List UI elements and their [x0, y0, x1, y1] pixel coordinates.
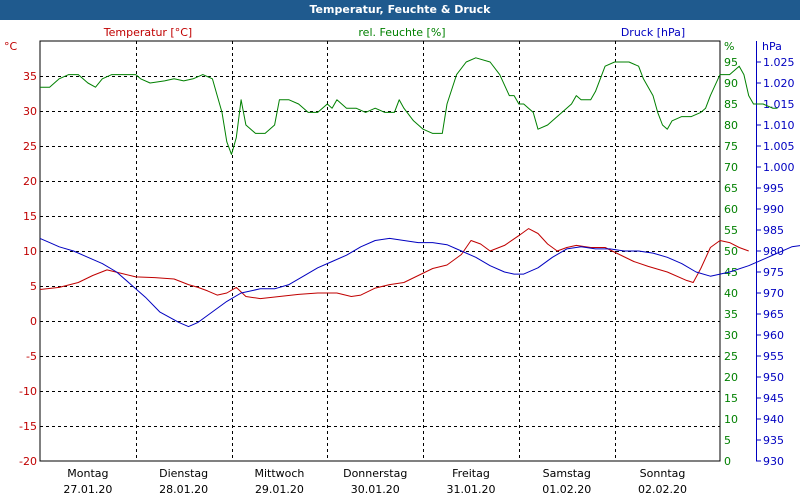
- middle-axis-tick: 80: [724, 119, 738, 132]
- x-day-label: Dienstag: [159, 467, 208, 480]
- left-axis-tick: 20: [23, 175, 37, 188]
- series-line-middle: [40, 57, 778, 155]
- middle-axis-tick: 20: [724, 371, 738, 384]
- x-day-label: Freitag: [452, 467, 490, 480]
- right-axis-tick: 970: [763, 287, 784, 300]
- chart-canvas: Temperatur [°C] rel. Feuchte [%] Druck […: [4, 26, 800, 496]
- middle-axis-tick: 15: [724, 392, 738, 405]
- right-axis-tick: 950: [763, 371, 784, 384]
- middle-axis-unit: %: [724, 40, 734, 53]
- x-day-label: Montag: [67, 467, 108, 480]
- middle-axis-tick: 90: [724, 77, 738, 90]
- series-line-left: [39, 228, 749, 300]
- right-axis-tick: 960: [763, 329, 784, 342]
- left-axis-tick: 25: [23, 140, 37, 153]
- right-axis-tick: 1.015: [763, 98, 795, 111]
- left-axis-tick: 30: [23, 105, 37, 118]
- right-axis-tick: 1.010: [763, 119, 795, 132]
- chart-title: Temperatur, Feuchte & Druck: [0, 0, 800, 20]
- middle-axis-tick: 70: [724, 161, 738, 174]
- x-date-label: 27.01.20: [63, 483, 112, 496]
- right-axis-tick: 930: [763, 455, 784, 468]
- right-axis-tick: 985: [763, 224, 784, 237]
- middle-axis-tick: 45: [724, 266, 738, 279]
- right-axis-tick: 945: [763, 392, 784, 405]
- right-axis-tick: 1.000: [763, 161, 795, 174]
- left-axis-tick: -20: [19, 455, 37, 468]
- x-date-label: 28.01.20: [159, 483, 208, 496]
- right-axis-tick: 980: [763, 245, 784, 258]
- middle-axis-tick: 65: [724, 182, 738, 195]
- left-axis-tick: -5: [26, 350, 37, 363]
- right-axis-tick: 965: [763, 308, 784, 321]
- middle-axis-tick: 25: [724, 350, 738, 363]
- x-date-label: 30.01.20: [351, 483, 400, 496]
- right-axis-tick: 935: [763, 434, 784, 447]
- right-axis-tick: 995: [763, 182, 784, 195]
- axis-layer: Temperatur [°C] rel. Feuchte [%] Druck […: [4, 26, 795, 496]
- middle-axis-tick: 50: [724, 245, 738, 258]
- right-axis-tick: 990: [763, 203, 784, 216]
- right-axis-tick: 1.025: [763, 56, 795, 69]
- middle-axis-tick: 55: [724, 224, 738, 237]
- left-axis-tick: 0: [30, 315, 37, 328]
- middle-axis-tick: 5: [724, 434, 731, 447]
- middle-axis-tick: 75: [724, 140, 738, 153]
- right-axis-tick: 1.005: [763, 140, 795, 153]
- x-date-label: 01.02.20: [542, 483, 591, 496]
- x-day-label: Samstag: [543, 467, 591, 480]
- middle-axis-tick: 95: [724, 56, 738, 69]
- middle-axis-tick: 0: [724, 455, 731, 468]
- middle-axis-tick: 40: [724, 287, 738, 300]
- left-axis-label: Temperatur [°C]: [103, 26, 192, 39]
- middle-axis-tick: 35: [724, 308, 738, 321]
- grid-layer: [39, 40, 721, 462]
- middle-axis-tick: 85: [724, 98, 738, 111]
- middle-axis-label: rel. Feuchte [%]: [358, 26, 445, 39]
- left-axis-tick: 10: [23, 245, 37, 258]
- series-line-right: [39, 237, 800, 328]
- x-date-label: 31.01.20: [446, 483, 495, 496]
- right-axis-tick: 975: [763, 266, 784, 279]
- right-axis-tick: 955: [763, 350, 784, 363]
- left-axis-tick: 35: [23, 70, 37, 83]
- x-day-label: Donnerstag: [343, 467, 407, 480]
- middle-axis-tick: 10: [724, 413, 738, 426]
- middle-axis-tick: 30: [724, 329, 738, 342]
- series-layer: [39, 57, 800, 328]
- left-axis-tick: 15: [23, 210, 37, 223]
- x-date-label: 29.01.20: [255, 483, 304, 496]
- x-date-label: 02.02.20: [638, 483, 687, 496]
- left-axis-unit: °C: [4, 40, 18, 53]
- left-axis-tick: 5: [30, 280, 37, 293]
- left-axis-tick: -15: [19, 420, 37, 433]
- right-axis-unit: hPa: [762, 40, 782, 53]
- left-axis-tick: -10: [19, 385, 37, 398]
- x-day-label: Mittwoch: [254, 467, 304, 480]
- right-axis-label: Druck [hPa]: [621, 26, 685, 39]
- middle-axis-tick: 60: [724, 203, 738, 216]
- right-axis-tick: 940: [763, 413, 784, 426]
- x-day-label: Sonntag: [640, 467, 686, 480]
- right-axis-tick: 1.020: [763, 77, 795, 90]
